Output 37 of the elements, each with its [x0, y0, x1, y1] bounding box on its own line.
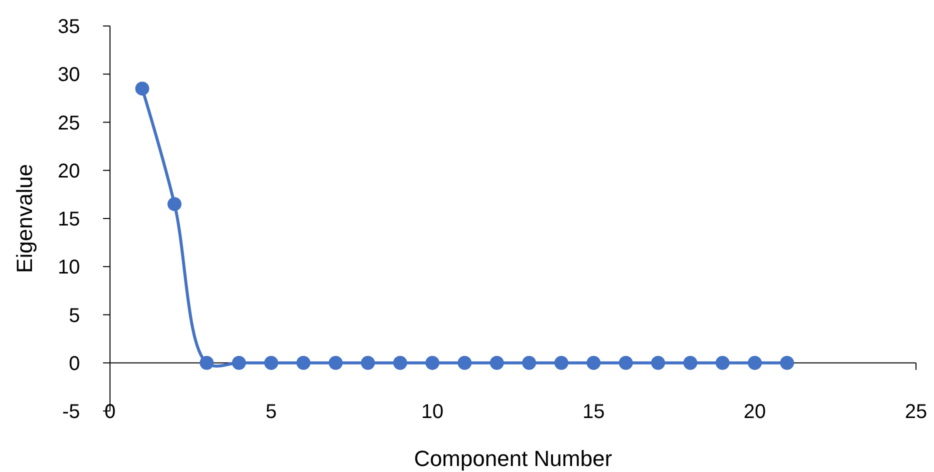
point [458, 356, 472, 370]
point [586, 356, 601, 370]
point [716, 356, 730, 370]
x-tick-label: 20 [744, 401, 766, 423]
point [618, 356, 633, 370]
x-axis-title: Component Number [414, 446, 612, 471]
point [296, 356, 310, 370]
y-tick-label: -5 [62, 401, 80, 423]
x-tick-label: 10 [421, 401, 444, 423]
point [425, 356, 440, 370]
x-tick-label: 15 [582, 401, 605, 423]
y-tick-label: 25 [58, 112, 80, 134]
point [393, 356, 408, 370]
point [780, 356, 794, 370]
y-tick-label: 0 [68, 352, 80, 375]
point [264, 356, 278, 370]
y-tick-label: 10 [58, 256, 80, 279]
point [200, 356, 214, 370]
y-tick-label: 5 [68, 304, 80, 327]
point [328, 356, 343, 370]
x-tick-label: 25 [904, 401, 928, 423]
point [490, 356, 504, 370]
point [360, 356, 375, 370]
point [683, 356, 698, 370]
point [651, 356, 666, 370]
x-tick-label: 5 [266, 401, 277, 423]
y-tick-label: 15 [58, 208, 80, 230]
y-tick-label: 35 [58, 16, 80, 38]
point [554, 356, 568, 370]
point [135, 82, 150, 96]
point [232, 356, 246, 370]
point [748, 356, 762, 370]
point [167, 197, 182, 212]
point [522, 356, 536, 370]
y-tick-label: 20 [58, 160, 80, 182]
y-tick-label: 30 [58, 64, 80, 86]
y-axis-title: Eigenvalue [12, 164, 37, 273]
